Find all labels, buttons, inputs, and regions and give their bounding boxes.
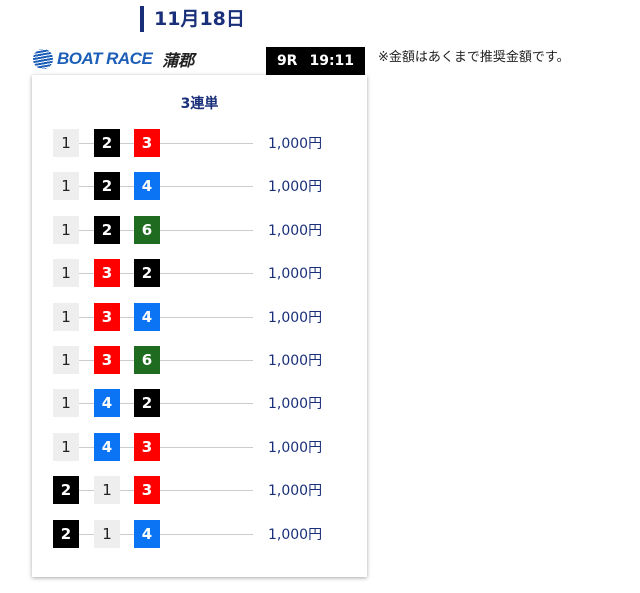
boat-number-3: 2 [134, 259, 160, 288]
boat-number-3: 2 [134, 389, 160, 418]
boat-number-2: 1 [94, 519, 120, 548]
bet-row: 1 2 3 1,000円 [53, 129, 333, 157]
bet-row: 1 4 2 1,000円 [53, 389, 333, 418]
boat-number-1: 1 [53, 129, 79, 157]
boat-number-2: 3 [94, 259, 120, 288]
bet-row: 1 3 6 1,000円 [53, 346, 333, 374]
date-heading: 11月18日 [140, 6, 245, 32]
boat-number-1: 1 [53, 346, 79, 374]
bet-amount: 1,000円 [268, 309, 323, 326]
bet-row: 1 2 4 1,000円 [53, 172, 333, 201]
boat-number-1: 2 [53, 476, 79, 505]
bet-amount: 1,000円 [268, 439, 323, 456]
bet-amount: 1,000円 [268, 136, 323, 152]
boat-number-3: 3 [134, 129, 160, 157]
boat-number-2: 4 [94, 432, 120, 461]
boat-number-2: 4 [94, 389, 120, 418]
bet-row: 2 1 4 1,000円 [53, 519, 333, 548]
bet-amount: 1,000円 [268, 266, 323, 283]
boat-number-3: 6 [134, 346, 160, 374]
boat-number-3: 3 [134, 476, 160, 505]
logo-ball-icon [33, 49, 53, 69]
boat-number-1: 2 [53, 519, 79, 548]
logo-brand: BOAT RACE [57, 49, 153, 68]
disclaimer-note: ※金額はあくまで推奨金額です。 [378, 50, 570, 65]
boat-number-3: 3 [134, 432, 160, 461]
race-time: 19:11 [309, 53, 355, 69]
bet-row: 2 1 3 1,000円 [53, 476, 333, 505]
bet-row: 1 2 6 1,000円 [53, 215, 333, 244]
boat-number-3: 6 [134, 215, 160, 244]
boat-number-2: 3 [94, 302, 120, 331]
boat-number-2: 3 [94, 346, 120, 374]
race-badge: 9R 19:11 [266, 47, 365, 75]
bet-type-title: 3連単 [180, 96, 219, 112]
race-number: 9R [276, 53, 298, 69]
boat-number-3: 4 [134, 172, 160, 201]
boat-number-3: 4 [134, 302, 160, 331]
boat-number-1: 1 [53, 259, 79, 288]
bet-amount: 1,000円 [268, 222, 323, 239]
boat-number-1: 1 [53, 389, 79, 418]
boat-number-1: 1 [53, 215, 79, 244]
bet-amount: 1,000円 [268, 353, 323, 369]
boat-number-3: 4 [134, 519, 160, 548]
boat-number-1: 1 [53, 432, 79, 461]
logo-venue: 蒲郡 [162, 51, 195, 70]
boat-number-2: 2 [94, 129, 120, 157]
boatrace-logo: BOAT RACE 蒲郡 [33, 47, 194, 71]
bet-amount: 1,000円 [268, 396, 323, 413]
bet-amount: 1,000円 [268, 483, 323, 500]
boat-number-2: 2 [94, 215, 120, 244]
boat-number-2: 2 [94, 172, 120, 201]
bet-card: 3連単 1 2 3 1,000円 1 2 4 1,000円 1 2 6 1,000円 1 3 2 1,000円… [32, 75, 367, 577]
boat-number-1: 1 [53, 302, 79, 331]
bet-row: 1 4 3 1,000円 [53, 432, 333, 461]
bet-row: 1 3 4 1,000円 [53, 302, 333, 331]
bet-row: 1 3 2 1,000円 [53, 259, 333, 288]
boat-number-1: 1 [53, 172, 79, 201]
bet-amount: 1,000円 [268, 179, 323, 196]
bet-amount: 1,000円 [268, 526, 323, 543]
boat-number-2: 1 [94, 476, 120, 505]
